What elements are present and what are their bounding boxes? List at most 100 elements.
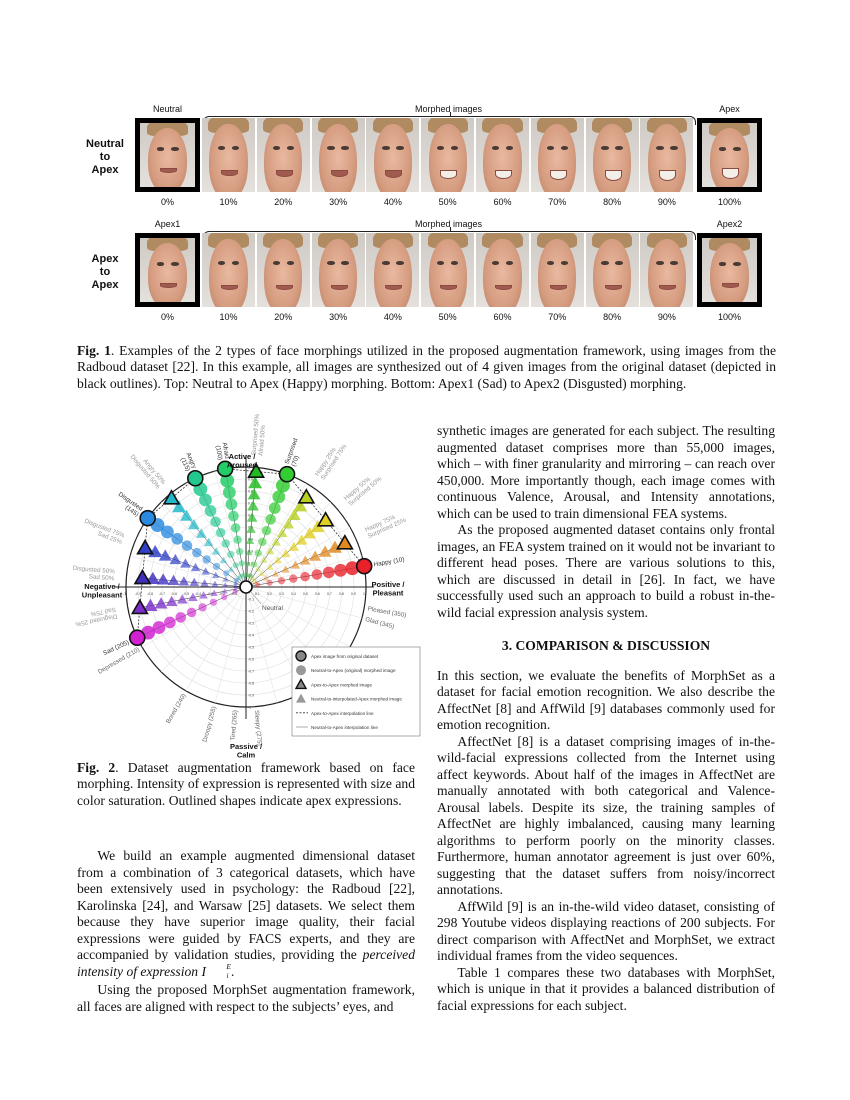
interpolated-morph-triangle bbox=[271, 537, 281, 546]
grid-spoke bbox=[141, 526, 247, 588]
apex-morph-circle bbox=[261, 525, 272, 536]
legend-entry: Neutral-to-interpolated-Apex morphed ima… bbox=[311, 697, 402, 702]
apex-morph-circle bbox=[198, 603, 207, 612]
interpolated-morph-triangle bbox=[247, 488, 261, 500]
percent-label: 60% bbox=[493, 312, 512, 322]
morphed-face-image bbox=[366, 233, 420, 307]
math-sub: i bbox=[226, 970, 229, 980]
label-line: (70) bbox=[290, 455, 300, 468]
interpolated-morph-triangle bbox=[167, 574, 180, 586]
x-tick-label: -0.1 bbox=[231, 592, 237, 596]
interpolated-morph-triangle bbox=[265, 546, 275, 555]
label-line: Sad 75% bbox=[90, 606, 117, 618]
apex-morph-circle bbox=[202, 555, 211, 564]
interpolated-apex-triangle bbox=[316, 511, 335, 527]
interpolated-morph-triangle bbox=[188, 592, 198, 601]
emotion-label: Glad (345) bbox=[364, 616, 395, 630]
apex-morph-circle bbox=[222, 486, 236, 499]
morphed-face-image bbox=[421, 118, 475, 192]
legend-morph-triangle-icon bbox=[296, 693, 306, 703]
caption-label: Fig. 2 bbox=[77, 760, 116, 775]
original-face-image bbox=[697, 118, 762, 192]
interpolated-morph-triangle bbox=[222, 576, 229, 582]
x-tick-label: -0.7 bbox=[159, 592, 165, 596]
interpolated-morph-triangle bbox=[199, 591, 208, 599]
italic-term: perceived intensity of expression bbox=[77, 947, 415, 979]
percent-label: 0% bbox=[160, 312, 174, 322]
label-line: Disgusted 50% bbox=[72, 565, 115, 576]
morphed-face-image bbox=[476, 233, 529, 307]
morphed-face-image bbox=[256, 233, 310, 307]
figure-2-valence-arousal-chart: 0.10.10.20.20.30.30.40.40.50.50.60.60.70… bbox=[72, 413, 421, 760]
interpolated-morph-triangle bbox=[244, 560, 252, 567]
grid-spoke bbox=[245, 586, 351, 648]
interpolated-morph-triangle bbox=[281, 548, 291, 558]
middle-label: Morphed images bbox=[414, 219, 483, 229]
y-tick-label: -0.7 bbox=[248, 670, 254, 674]
grid-spoke bbox=[245, 526, 351, 588]
percent-label: 30% bbox=[329, 197, 348, 207]
original-face-image bbox=[697, 233, 762, 307]
x-tick-label: 0.8 bbox=[339, 592, 344, 596]
grid-spoke bbox=[245, 471, 278, 588]
interpolated-morph-triangle bbox=[165, 595, 178, 606]
paragraph: In this section, we evaluate the benefit… bbox=[437, 667, 775, 733]
paragraph: synthetic images are generated for each … bbox=[437, 423, 775, 521]
apex-morph-circle bbox=[228, 510, 239, 522]
interpolated-morph-triangle bbox=[288, 541, 300, 551]
section-heading: 3. COMPARISON & DISCUSSION bbox=[501, 638, 711, 653]
label-line: Glad (345) bbox=[364, 616, 395, 630]
apex-apex-circle bbox=[186, 469, 204, 487]
axis-label-line: Aroused bbox=[227, 461, 258, 470]
apex-morph-circle bbox=[238, 560, 245, 567]
interpolated-morph-triangle bbox=[262, 575, 269, 581]
axis-label-bottom: Passive / Calm bbox=[230, 742, 263, 760]
apex-morph-circle bbox=[233, 577, 239, 583]
morphed-face-image bbox=[530, 118, 584, 192]
interpolated-morph-triangle bbox=[179, 509, 193, 521]
legend-apex-circle-icon bbox=[295, 650, 307, 662]
interpolated-morph-triangle bbox=[201, 567, 210, 575]
label-line: Afraid bbox=[221, 442, 231, 460]
caption-text: . Examples of the 2 types of face morphi… bbox=[77, 343, 776, 391]
y-tick-label: 0.9 bbox=[248, 478, 253, 482]
apex-morph-circle bbox=[221, 539, 230, 548]
x-tick-label: -0.9 bbox=[135, 592, 141, 596]
y-tick-label: 0.7 bbox=[248, 502, 253, 506]
y-tick-label: 1 bbox=[248, 466, 250, 470]
legend-morph-circle-icon bbox=[296, 665, 306, 676]
apex-morph-circle bbox=[334, 563, 347, 577]
y-tick-label: -0.9 bbox=[248, 694, 254, 698]
apex-morph-circle bbox=[289, 574, 298, 583]
interpolated-morph-triangle bbox=[177, 594, 188, 604]
apex-morph-circle bbox=[258, 537, 267, 547]
math-sup: E bbox=[226, 961, 231, 971]
interpolated-apex-triangle bbox=[136, 538, 154, 555]
neutral-leader-line bbox=[249, 590, 262, 605]
apex-morph-circle bbox=[221, 594, 228, 601]
interpolated-label: Happy 25%Surprised 75% bbox=[314, 439, 349, 481]
apex-morph-circle bbox=[238, 573, 244, 579]
apex-morph-circle bbox=[255, 582, 261, 588]
row-label-line: to bbox=[99, 151, 111, 163]
neutral-point bbox=[239, 580, 253, 594]
interpolated-morph-triangle bbox=[248, 476, 263, 489]
apex-morph-circle bbox=[277, 577, 286, 585]
axis-label-left: Negative / Unpleasant bbox=[82, 582, 123, 600]
emotion-label: Tired (265) bbox=[230, 710, 240, 741]
interpolated-morph-triangle bbox=[254, 565, 262, 572]
row-label: Neutral to Apex bbox=[80, 138, 130, 177]
caption-label: Fig. 1 bbox=[77, 343, 111, 358]
apex-apex-circle bbox=[139, 509, 157, 527]
interpolated-apex-triangle bbox=[297, 488, 316, 504]
apex-morph-circle bbox=[251, 561, 258, 568]
y-tick-label: 0.2 bbox=[248, 562, 253, 566]
percent-label: 70% bbox=[548, 197, 567, 207]
x-tick-label: 0.7 bbox=[327, 592, 332, 596]
morphed-face-image bbox=[421, 233, 475, 307]
morphed-face-image bbox=[530, 233, 584, 307]
x-tick-label: -0.8 bbox=[147, 592, 153, 596]
interpolated-morph-triangle bbox=[295, 534, 308, 545]
percent-label: 100% bbox=[717, 197, 742, 207]
